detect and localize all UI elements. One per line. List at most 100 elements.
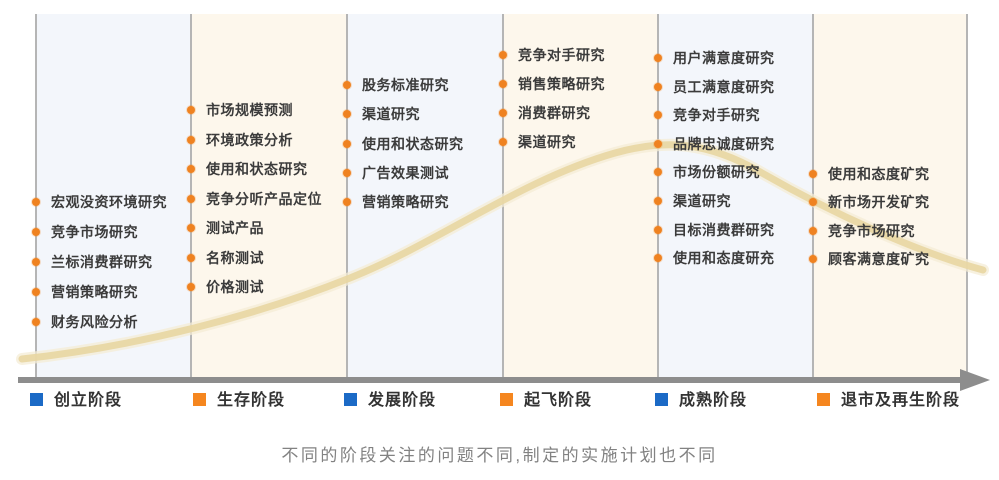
timeline-axis bbox=[18, 377, 964, 383]
stage-item-label: 销售策略研究 bbox=[518, 76, 605, 92]
bullet-icon bbox=[809, 254, 817, 263]
stage-item-label: 价格测试 bbox=[206, 279, 264, 295]
stage-item: 竞争分听产品定位 bbox=[187, 189, 344, 209]
bullet-icon bbox=[654, 225, 662, 234]
legend-label: 发展阶段 bbox=[368, 392, 437, 409]
stage-item-label: 宏观没资环境研究 bbox=[51, 194, 167, 210]
caption: 不同的阶段关注的问题不同,制定的实施计划也不同 bbox=[281, 446, 718, 465]
stage-item: 消费群研究 bbox=[499, 103, 655, 123]
legend-swatch-icon bbox=[30, 393, 43, 406]
bullet-icon bbox=[343, 139, 351, 148]
stage-item-label: 新市场开发矿究 bbox=[828, 194, 930, 211]
stage-item: 用户满意度研究 bbox=[654, 48, 810, 68]
bullet-icon bbox=[343, 81, 351, 89]
stage-item: 竞争对手研究 bbox=[499, 45, 655, 65]
stage-item-label: 兰标消费群研究 bbox=[51, 254, 153, 270]
stage-item: 渠道研究 bbox=[654, 191, 810, 211]
bullet-icon bbox=[187, 165, 195, 173]
stage-item: 使用和状态研究 bbox=[343, 134, 500, 154]
bullet-icon bbox=[499, 80, 507, 88]
stage-item: 员工满意度研究 bbox=[654, 77, 810, 97]
bullet-icon bbox=[499, 109, 507, 117]
stage-item-label: 消费群研究 bbox=[518, 105, 591, 121]
axis-arrow-icon bbox=[960, 369, 990, 391]
stage-item-label: 测试产品 bbox=[206, 220, 264, 236]
bullet-icon bbox=[654, 139, 662, 148]
stage-item: 竞争市场研究 bbox=[32, 222, 188, 242]
legend-label: 成熟阶段 bbox=[679, 392, 748, 409]
stage-item: 品牌忠诚度研究 bbox=[654, 134, 810, 154]
stage-item: 新市场开发矿究 bbox=[809, 192, 964, 212]
stage-item-label: 竞争市场研究 bbox=[51, 224, 138, 240]
stage-item-label: 使用和状态研究 bbox=[362, 135, 464, 152]
legend-swatch-icon bbox=[344, 393, 357, 406]
stage-item: 营销策略研究 bbox=[32, 282, 188, 302]
stage-item-label: 渠道研究 bbox=[673, 193, 731, 209]
bullet-icon bbox=[187, 224, 195, 232]
bullet-icon bbox=[654, 111, 662, 120]
legend-item-6: 退市及再生阶段 bbox=[817, 392, 960, 410]
stage-panel-2: 市场规模预测 环境政策分析 使用和状态研究竞争分听产品定位测试产品名称测试价格测试 bbox=[187, 14, 346, 378]
bullet-icon bbox=[809, 226, 817, 235]
legend-label: 生存阶段 bbox=[217, 392, 286, 409]
bullet-icon bbox=[32, 288, 40, 296]
stage-item-label: 环境政策分析 bbox=[206, 131, 293, 148]
legend-swatch-icon bbox=[817, 393, 830, 406]
stage-item-label: 名称测试 bbox=[206, 249, 264, 266]
stage-panel-5: 用户满意度研究 员工满意度研究竞争对手研究品牌忠诚度研究 市场份额研究 渠道研究目标消… bbox=[654, 14, 812, 378]
bullet-icon bbox=[654, 54, 662, 62]
stage-item-label: 用户满意度研究 bbox=[673, 50, 775, 66]
bullet-icon bbox=[187, 194, 195, 203]
legend-item-4: 起飞阶段 bbox=[500, 392, 592, 410]
bullet-icon bbox=[499, 138, 507, 146]
stage-item-label: 使用和状态研究 bbox=[206, 161, 308, 177]
bullet-icon bbox=[654, 82, 662, 91]
bullet-icon bbox=[499, 51, 507, 59]
stage-item: 价格测试 bbox=[187, 277, 344, 297]
bullet-icon bbox=[343, 198, 351, 207]
stage-legend: 创立阶段 生存阶段 发展阶段 起飞阶段 成熟阶段 退市及再生阶段 bbox=[0, 392, 999, 412]
stage-item-label: 品牌忠诚度研究 bbox=[673, 135, 775, 152]
bullet-icon bbox=[343, 168, 351, 177]
legend-label: 退市及再生阶段 bbox=[841, 392, 961, 409]
legend-item-1: 创立阶段 bbox=[30, 392, 122, 410]
legend-label: 创立阶段 bbox=[54, 392, 123, 409]
stage-item: 市场份额研究 bbox=[654, 162, 810, 182]
bullet-icon bbox=[343, 110, 351, 119]
legend-swatch-icon bbox=[500, 393, 513, 406]
legend-item-3: 发展阶段 bbox=[344, 392, 436, 410]
stage-item-label: 使用和态度矿究 bbox=[828, 166, 930, 182]
stage-item-label: 渠道研究 bbox=[518, 134, 576, 150]
bullet-icon bbox=[809, 170, 817, 178]
stage-item-label: 股务标准研究 bbox=[362, 77, 449, 93]
stage-item-label: 营销策略研究 bbox=[362, 194, 449, 211]
stage-item-label: 营销策略研究 bbox=[51, 284, 138, 300]
stage-item: 宏观没资环境研究 bbox=[32, 192, 188, 212]
stage-panel-4: 竞争对手研究 销售策略研究 消费群研究渠道研究 bbox=[499, 14, 657, 378]
stage-item-label: 员工满意度研究 bbox=[673, 78, 775, 95]
legend-item-2: 生存阶段 bbox=[193, 392, 285, 410]
stage-item: 广告效果测试 bbox=[343, 163, 500, 183]
stage-item: 销售策略研究 bbox=[499, 74, 655, 94]
bullet-icon bbox=[654, 168, 662, 177]
stage-item: 营销策略研究 bbox=[343, 192, 500, 212]
stage-item: 使用和态度矿究 bbox=[809, 164, 964, 184]
legend-swatch-icon bbox=[655, 393, 668, 406]
stage-item: 财务风险分析 bbox=[32, 312, 188, 332]
stage-item-label: 渠道研究 bbox=[362, 106, 420, 123]
legend-label: 起飞阶段 bbox=[524, 392, 593, 409]
stage-item: 股务标准研究 bbox=[343, 75, 500, 95]
bullet-icon bbox=[809, 198, 817, 207]
stage-item-label: 市场规模预测 bbox=[206, 102, 293, 118]
stage-item: 目标消费群研究 bbox=[654, 220, 810, 240]
bullet-icon bbox=[187, 283, 195, 291]
stage-item-label: 财务风险分析 bbox=[51, 314, 138, 330]
stage-item-label: 竞争对手研究 bbox=[518, 47, 605, 63]
stage-item: 竞争市场研究 bbox=[809, 221, 964, 241]
stage-item-label: 市场份额研究 bbox=[673, 164, 760, 181]
bullet-icon bbox=[187, 135, 195, 144]
stage-item: 竞争对手研究 bbox=[654, 105, 810, 125]
stage-item: 市场规模预测 bbox=[187, 100, 344, 120]
stage-item: 使用和态度研充 bbox=[654, 248, 810, 268]
